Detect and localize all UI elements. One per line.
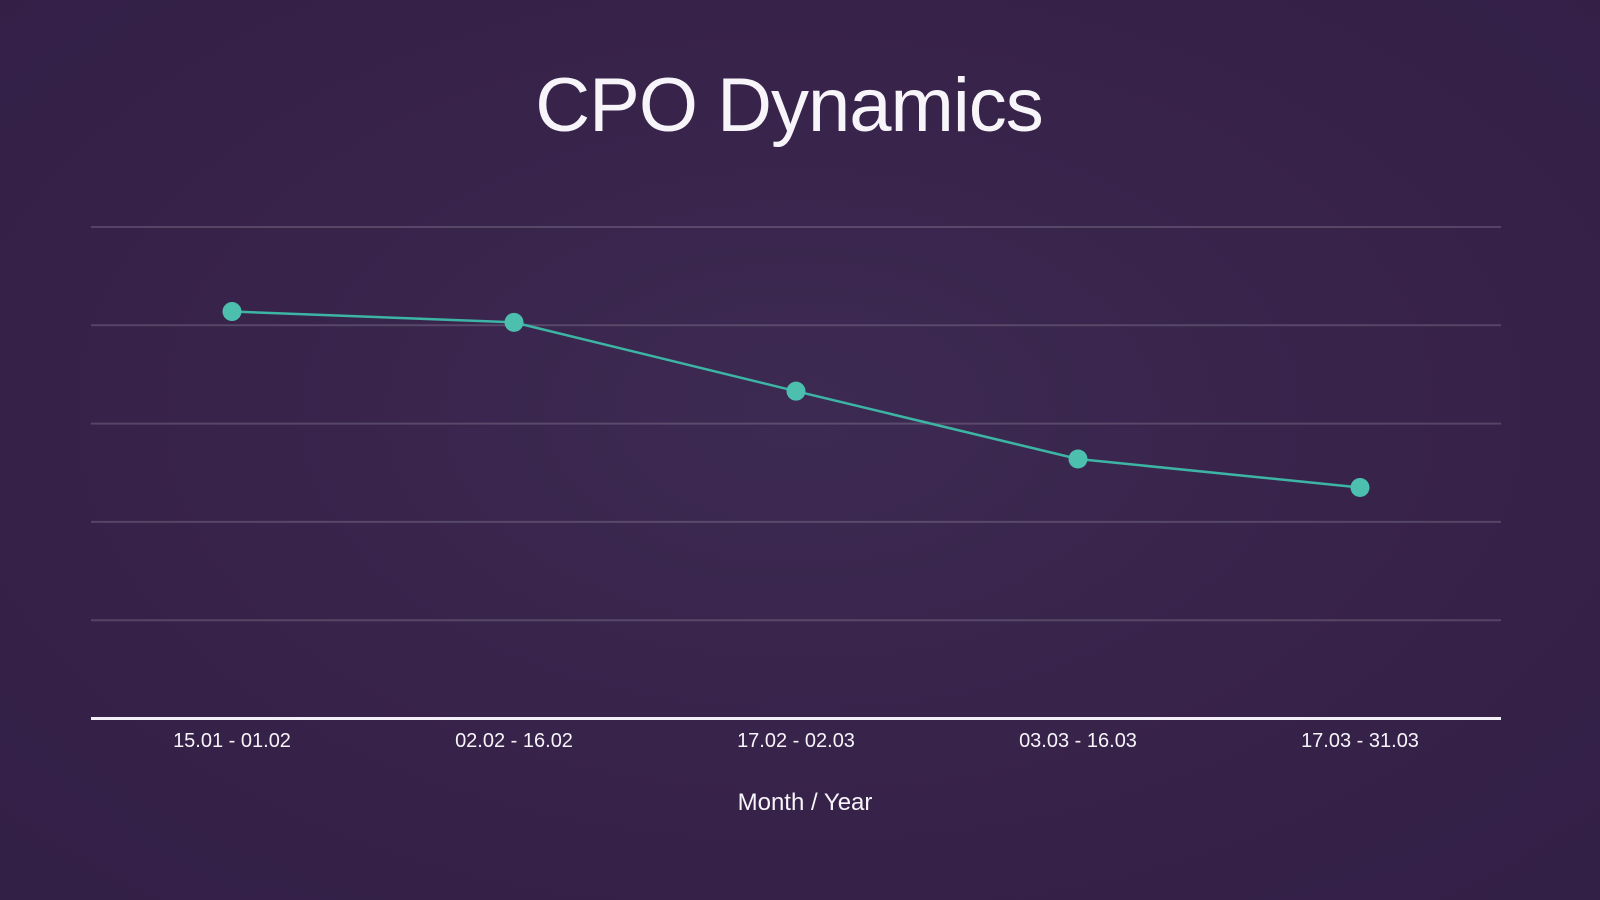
x-tick-label: 02.02 - 16.02 [455, 730, 573, 752]
x-tick-label: 03.03 - 16.03 [1019, 730, 1137, 752]
data-point[interactable] [222, 302, 242, 322]
data-point[interactable] [1350, 477, 1370, 497]
chart-title: CPO Dynamics [535, 63, 1043, 148]
x-tick-label: 17.02 - 02.03 [737, 730, 855, 752]
data-point[interactable] [504, 312, 524, 332]
x-axis-title: Month / Year [737, 789, 873, 816]
data-point[interactable] [1068, 449, 1088, 469]
x-tick-label: 17.03 - 31.03 [1301, 730, 1419, 752]
data-point[interactable] [786, 381, 806, 401]
x-tick-label: 15.01 - 01.02 [173, 730, 291, 752]
